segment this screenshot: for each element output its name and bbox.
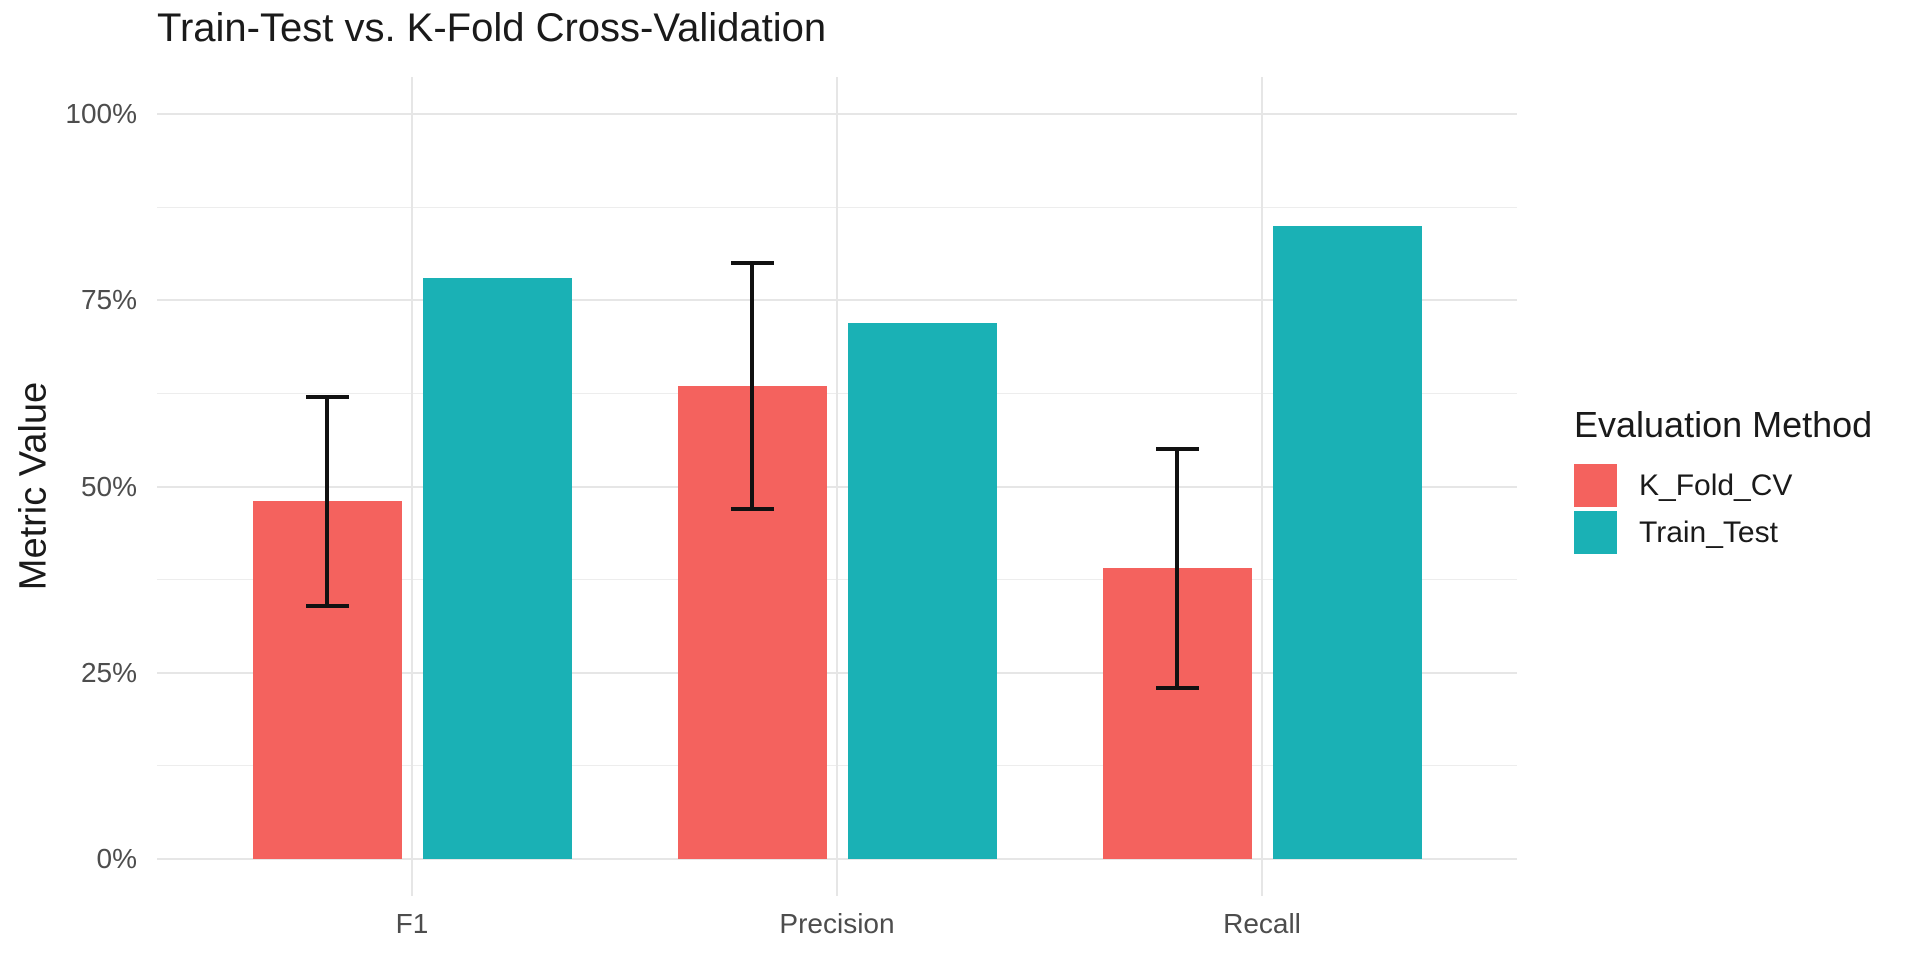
y-tick-label: 100% bbox=[65, 98, 137, 130]
x-tick-label: Recall bbox=[1223, 908, 1301, 939]
error-bar-cap-top bbox=[305, 395, 349, 400]
error-bar-cap-bottom bbox=[730, 506, 774, 511]
bar-train_test-f1 bbox=[422, 278, 572, 859]
bar-train_test-recall bbox=[1272, 225, 1422, 859]
gridline-vertical bbox=[836, 77, 838, 896]
chart-title: Train-Test vs. K-Fold Cross-Validation bbox=[157, 6, 827, 50]
error-bar-cap-bottom bbox=[1155, 685, 1199, 690]
x-tick-label: F1 bbox=[395, 908, 429, 939]
legend-swatch bbox=[1574, 511, 1617, 554]
y-tick-label: 75% bbox=[80, 284, 137, 316]
error-bar-cap-bottom bbox=[305, 603, 349, 608]
gridline-vertical bbox=[1261, 77, 1263, 896]
legend: Evaluation Method K_Fold_CV Train_Test bbox=[1574, 404, 1872, 558]
legend-swatch bbox=[1574, 464, 1617, 507]
error-bar-line bbox=[325, 397, 329, 606]
error-bar-cap-top bbox=[1155, 447, 1199, 452]
y-tick-label: 0% bbox=[96, 842, 137, 874]
error-bar-line bbox=[1175, 449, 1179, 688]
legend-items: K_Fold_CV Train_Test bbox=[1574, 464, 1872, 554]
bar-train_test-precision bbox=[847, 322, 997, 859]
y-tick-label: 25% bbox=[80, 656, 137, 688]
x-tick-label: Precision bbox=[779, 908, 895, 939]
error-bar-line bbox=[750, 263, 754, 509]
legend-title: Evaluation Method bbox=[1574, 404, 1873, 445]
plot-panel bbox=[157, 77, 1517, 896]
legend-item: K_Fold_CV bbox=[1574, 464, 1872, 507]
legend-item-label: Train_Test bbox=[1639, 515, 1778, 549]
legend-item: Train_Test bbox=[1574, 511, 1872, 554]
legend-item-label: K_Fold_CV bbox=[1639, 468, 1793, 502]
error-bar-cap-top bbox=[730, 261, 774, 266]
y-tick-label: 50% bbox=[80, 470, 137, 502]
gridline-vertical bbox=[411, 77, 413, 896]
